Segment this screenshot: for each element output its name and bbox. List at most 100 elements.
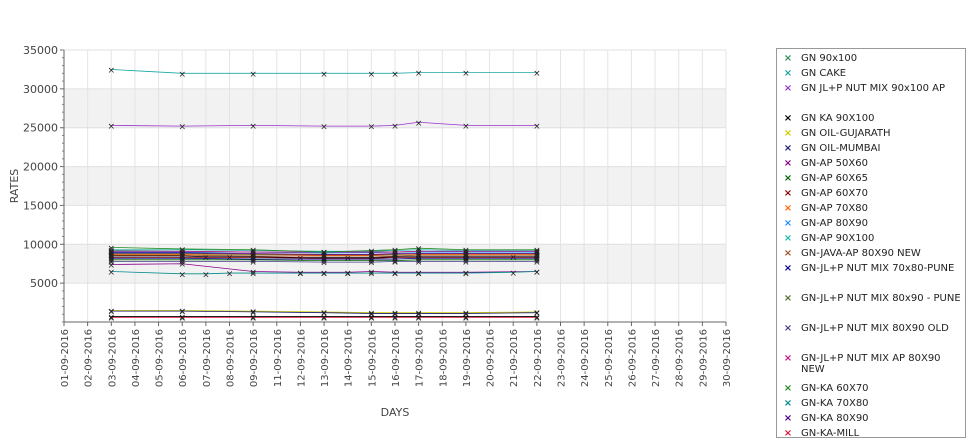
data-point: × (533, 247, 541, 257)
data-point: × (533, 122, 541, 132)
data-point: × (368, 123, 376, 133)
data-point: × (108, 250, 116, 260)
data-point: × (320, 251, 328, 261)
data-point: × (462, 251, 470, 261)
data-point: × (108, 308, 116, 318)
data-point: × (415, 250, 423, 260)
legend-label: GN-JL+P NUT MIX 80x90 - PUNE (801, 293, 961, 304)
chart-plot: 01-09-2016 02-09-2016 03-09-2016 04-09-2016… (8, 44, 733, 419)
data-point: × (462, 250, 470, 260)
series-2: × × × × × × × × × (108, 119, 541, 133)
data-point: × (249, 251, 257, 261)
legend-label: GN OIL-MUMBAI (801, 143, 881, 154)
legend-label: GN CAKE (801, 68, 847, 79)
series-line (111, 246, 537, 253)
x-tick-label: 13-09-2016 (320, 329, 331, 387)
data-point: × (391, 253, 399, 263)
x-tick-label: 14-09-2016 (344, 329, 355, 387)
data-point: × (415, 309, 423, 319)
data-point: × (415, 245, 423, 255)
data-point: × (320, 313, 328, 323)
legend-item: × GN CAKE (781, 68, 965, 79)
x-tick-label: 09-09-2016 (249, 329, 260, 387)
data-point: × (108, 249, 116, 259)
data-point: × (533, 268, 541, 278)
data-point: × (462, 310, 470, 320)
data-point: × (533, 314, 541, 324)
legend-label: GN-AP 60X65 (801, 173, 868, 184)
data-point: × (509, 269, 517, 279)
data-point: × (249, 308, 257, 318)
legend-label: GN-KA 70X80 (801, 398, 869, 409)
series-line (111, 121, 537, 127)
data-point: × (368, 248, 376, 258)
data-point: × (368, 247, 376, 257)
legend-marker-icon: × (783, 158, 793, 169)
data-point: × (462, 258, 470, 268)
x-tick-label: 23-09-2016 (557, 329, 568, 387)
legend-item: × GN-KA 60X70 (781, 383, 965, 394)
data-point: × (462, 250, 470, 260)
data-point: × (415, 250, 423, 260)
legend-item: × GN KA 90X100 (781, 113, 965, 124)
legend-marker-icon: × (783, 248, 793, 259)
y-tick-label: 15000 (23, 199, 58, 212)
series-1: × × × × × × × × × (108, 66, 541, 80)
data-point: × (178, 270, 186, 280)
data-point: × (108, 254, 116, 264)
data-point: × (462, 69, 470, 79)
legend-item: × GN-JL+P NUT MIX 80x90 - PUNE (781, 293, 965, 304)
legend-marker-icon: × (783, 428, 793, 438)
series-line (111, 263, 537, 273)
data-point: × (415, 310, 423, 320)
x-tick-label: 16-09-2016 (391, 329, 402, 387)
data-point: × (178, 313, 186, 323)
data-point: × (533, 69, 541, 79)
x-tick-label: 18-09-2016 (438, 329, 449, 387)
legend-label: GN-JL+P NUT MIX AP 80X90 NEW (801, 353, 941, 375)
data-point: × (368, 70, 376, 80)
data-point: × (320, 252, 328, 262)
series-13: × × × × × × × × × (108, 255, 541, 266)
data-point: × (178, 307, 186, 317)
data-point: × (391, 258, 399, 268)
series-12: × × × × × × × × × (108, 252, 541, 263)
data-point: × (226, 270, 234, 280)
data-point: × (368, 256, 376, 266)
data-point: × (320, 256, 328, 266)
data-point: × (368, 251, 376, 261)
legend-marker-icon: × (783, 218, 793, 229)
legend-marker-icon: × (783, 113, 793, 124)
data-point: × (533, 254, 541, 264)
data-point: × (178, 308, 186, 318)
legend-item: × GN 90x100 (781, 53, 965, 64)
legend-item: × GN-AP 60X70 (781, 188, 965, 199)
data-point: × (178, 258, 186, 268)
data-point: × (415, 313, 423, 323)
series-line (111, 249, 537, 252)
data-point: × (462, 248, 470, 258)
series-line (111, 260, 537, 263)
data-point: × (368, 270, 376, 280)
legend-label: GN-AP 60X70 (801, 188, 868, 199)
data-point: × (415, 258, 423, 268)
data-point: × (415, 252, 423, 262)
x-tick-label: 21-09-2016 (509, 329, 520, 387)
data-point: × (178, 260, 186, 270)
data-point: × (320, 270, 328, 280)
x-tick-label: 24-09-2016 (580, 329, 591, 387)
x-tick-label: 29-09-2016 (698, 329, 709, 387)
y-tick-label: 5000 (30, 277, 58, 290)
data-point: × (249, 122, 257, 132)
legend-item: × GN-JAVA-AP 80X90 NEW (781, 248, 965, 259)
y-axis-title: RATES (8, 169, 21, 204)
x-tick-label: 07-09-2016 (202, 329, 213, 387)
x-tick-label: 01-09-2016 (60, 329, 71, 387)
data-point: × (368, 249, 376, 259)
data-point: × (462, 255, 470, 265)
legend-item: × GN-AP 80X90 (781, 218, 965, 229)
data-point: × (320, 251, 328, 261)
data-point: × (462, 252, 470, 262)
series-19: × × × × × × × × × (108, 249, 541, 261)
data-point: × (320, 249, 328, 259)
